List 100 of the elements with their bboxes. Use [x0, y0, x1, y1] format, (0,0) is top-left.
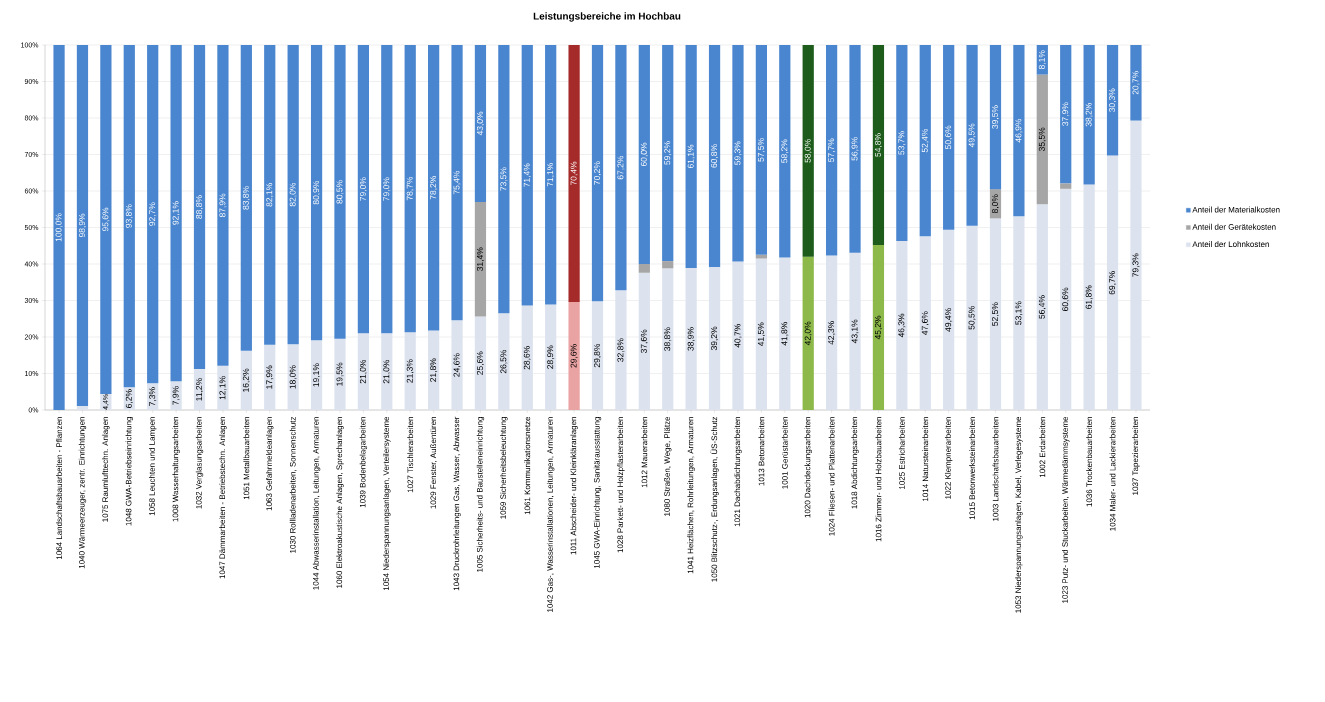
bar — [1060, 183, 1072, 189]
data-label: 41,8% — [781, 322, 789, 346]
data-label: 82,1% — [266, 183, 274, 207]
data-label: 83,8% — [242, 186, 250, 210]
data-label: 56,4% — [1038, 295, 1046, 319]
data-label: 61,8% — [1085, 285, 1093, 309]
bar — [989, 45, 1002, 190]
data-label: 58,2% — [781, 139, 789, 163]
bar — [802, 256, 814, 410]
data-label: 49,4% — [945, 308, 953, 332]
bar — [521, 45, 533, 306]
bar — [638, 45, 650, 264]
bar — [568, 45, 580, 302]
bar — [919, 236, 931, 410]
bar — [217, 45, 229, 366]
data-label: 38,8% — [664, 327, 672, 351]
data-label: 28,6% — [523, 346, 531, 370]
data-label: 28,9% — [547, 345, 555, 369]
bar — [1013, 216, 1025, 410]
data-label: 46,3% — [898, 313, 906, 338]
bar — [849, 45, 861, 253]
bar — [591, 301, 604, 410]
bar — [638, 272, 650, 410]
bar — [170, 381, 182, 410]
bar — [1106, 45, 1119, 156]
bar — [1083, 45, 1095, 185]
bar — [240, 350, 252, 410]
bar — [896, 241, 908, 410]
bar — [1130, 120, 1142, 410]
data-label: 53,1% — [1015, 301, 1023, 325]
data-label: 17,9% — [266, 365, 274, 389]
data-label: 69,7% — [1109, 271, 1117, 295]
data-label: 60,8% — [711, 144, 719, 168]
data-label: 18,0% — [289, 365, 297, 389]
bar — [357, 45, 370, 334]
bar — [662, 268, 674, 410]
bar — [708, 266, 721, 410]
data-label: 79,0% — [359, 177, 367, 201]
data-label: 7,9% — [172, 386, 180, 405]
data-label: 53,7% — [898, 131, 906, 155]
bar — [802, 45, 814, 257]
data-label: 47,6% — [921, 311, 929, 335]
data-label: 59,2% — [664, 141, 672, 165]
bar — [310, 340, 323, 410]
bar — [943, 45, 955, 230]
data-label: 11,2% — [196, 378, 204, 401]
data-label: 49,5% — [968, 123, 976, 148]
data-label: 54,8% — [874, 133, 882, 157]
bar — [685, 268, 697, 410]
bar — [76, 405, 89, 410]
bar — [708, 45, 721, 267]
bar — [264, 45, 276, 345]
bar — [193, 45, 206, 370]
data-label: 42,0% — [804, 321, 812, 346]
data-label: 46,9% — [1015, 118, 1023, 143]
bar — [474, 45, 487, 202]
bar — [381, 333, 393, 410]
data-label: 71,4% — [523, 163, 531, 187]
data-label: 16,2% — [242, 368, 250, 392]
data-label: 78,2% — [430, 176, 438, 200]
bar — [404, 45, 416, 333]
data-label: 87,9% — [219, 193, 227, 218]
data-label: 42,3% — [828, 321, 836, 345]
data-label: 39,2% — [711, 326, 719, 351]
bar — [591, 45, 604, 302]
data-label: 26,5% — [500, 349, 508, 374]
bar — [615, 45, 627, 291]
data-label: 79,3% — [1132, 253, 1140, 277]
data-label: 21,0% — [359, 359, 367, 384]
data-label: 67,2% — [617, 155, 625, 180]
data-label: 21,8% — [430, 358, 438, 382]
bar — [76, 45, 89, 406]
data-label: 52,5% — [992, 302, 999, 326]
bar — [779, 257, 791, 410]
data-label: 78,7% — [406, 176, 414, 201]
bar — [1060, 45, 1072, 184]
bar — [1013, 45, 1025, 217]
bar — [1083, 184, 1095, 410]
bar — [404, 332, 416, 410]
bar — [662, 45, 674, 262]
bar — [638, 264, 650, 273]
bar — [474, 201, 487, 317]
bar — [1060, 188, 1072, 410]
data-label: 50,6% — [945, 125, 953, 149]
bar — [287, 344, 299, 410]
bar — [568, 301, 580, 410]
data-label: 56,9% — [851, 137, 859, 161]
bar — [896, 45, 908, 241]
data-label: 92,1% — [172, 201, 180, 225]
bar — [943, 229, 955, 410]
data-label: 8,0% — [992, 194, 999, 214]
data-label: 70,4% — [570, 161, 578, 186]
bar — [123, 45, 135, 388]
data-label: 82,0% — [289, 182, 297, 207]
data-label: 21,3% — [406, 359, 414, 383]
data-label: 41,5% — [757, 322, 765, 347]
bar — [334, 338, 346, 410]
bar — [521, 305, 533, 410]
data-label: 60,6% — [1062, 287, 1070, 311]
data-label: 92,7% — [149, 202, 157, 226]
